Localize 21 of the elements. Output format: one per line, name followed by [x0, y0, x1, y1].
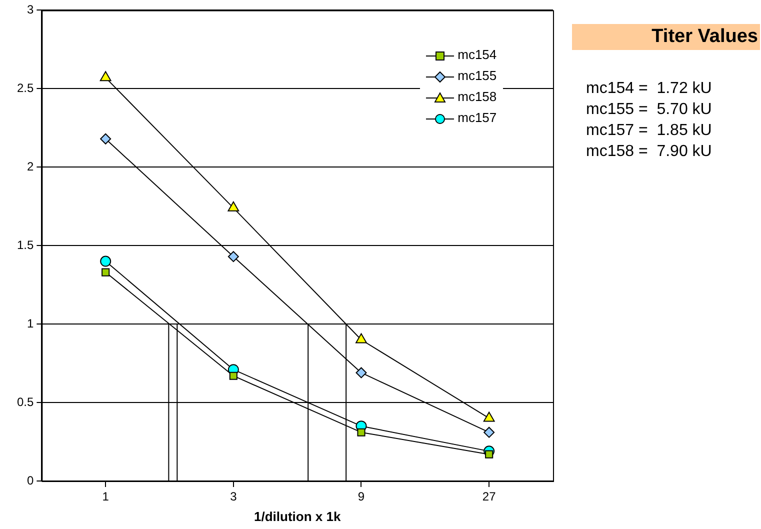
- legend-label: mc157: [456, 109, 497, 128]
- y-tick-label: 1.5: [16, 238, 34, 252]
- x-axis-title: 1/dilution x 1k: [254, 508, 342, 524]
- legend-label: mc158: [456, 88, 497, 106]
- y-tick-label: 0: [26, 473, 34, 488]
- x-tick-label: 3: [230, 490, 238, 504]
- y-tick-label: 0.5: [16, 394, 34, 409]
- text: mc154 = 1.72 kU: [586, 79, 713, 99]
- legend-label: mc155: [456, 67, 497, 86]
- text: mc158 = 7.90 kU: [586, 142, 713, 162]
- x-tick-label: 1: [102, 490, 110, 504]
- y-tick-label: 2: [26, 159, 34, 174]
- text: Titer Values: [572, 24, 760, 50]
- y-tick-label: 1: [26, 316, 34, 330]
- legend-label: mc154: [456, 46, 497, 64]
- y-tick-label: 3: [26, 2, 34, 17]
- text: mc155 = 5.70 kU: [586, 100, 713, 120]
- x-tick-label: 9: [358, 490, 365, 504]
- x-tick-label: 27: [482, 490, 496, 504]
- text: mc157 = 1.85 kU: [586, 121, 713, 141]
- y-tick-label: 2.5: [16, 80, 34, 95]
